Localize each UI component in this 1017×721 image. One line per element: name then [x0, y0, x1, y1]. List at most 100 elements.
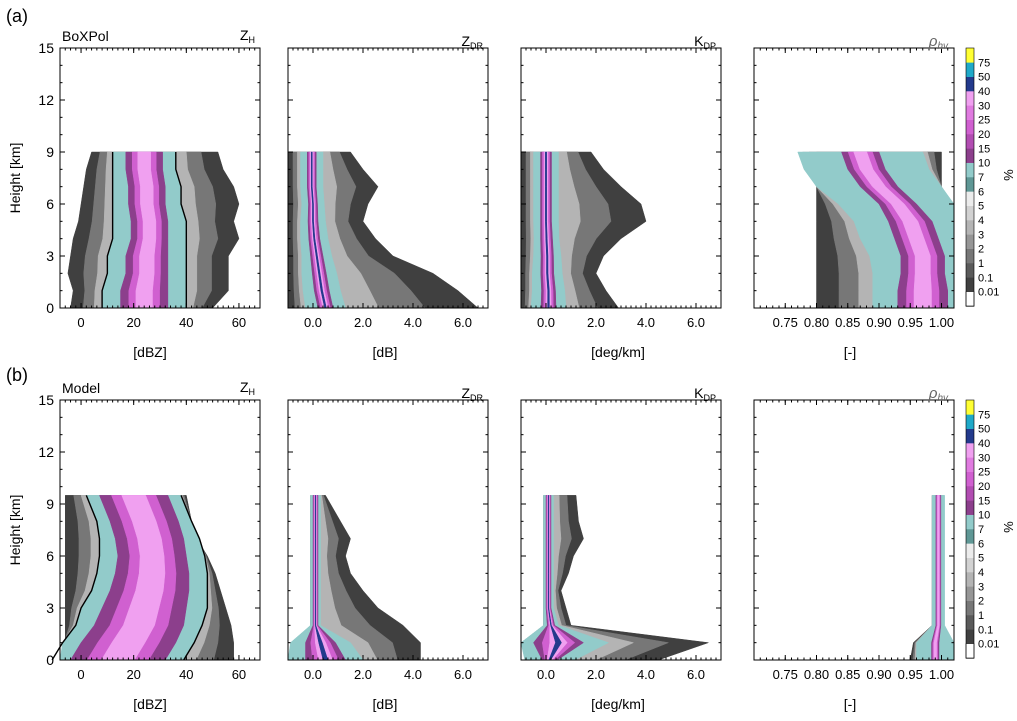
panel-a-0: 0 3 6 9 12 15 0 20 40 60 — [38, 40, 261, 330]
x-tick-label: 1.00 — [929, 667, 954, 682]
colorbar-label: 6 — [978, 186, 984, 198]
colorbar-swatch — [966, 119, 974, 135]
colorbar-label: 6 — [978, 538, 984, 550]
colorbar-swatch — [966, 500, 974, 515]
x-tick-label: 0.0 — [537, 667, 555, 682]
xlabel-a-kdp: [deg/km] — [591, 344, 645, 360]
colorbar-label: 10 — [978, 158, 990, 170]
x-tick-label: 2.0 — [587, 667, 605, 682]
x-tick-label: 0 — [77, 667, 84, 682]
panel-b-3: 0.75 0.80 0.85 0.90 0.95 1.00 — [753, 399, 955, 682]
colorbar-label: 20 — [978, 129, 990, 141]
colorbar-swatch — [966, 248, 974, 264]
x-tick-label: 0.0 — [537, 315, 555, 330]
colorbar-label: 1 — [978, 258, 984, 270]
row-a-source: BoXPol — [62, 28, 109, 44]
colorbar-label: 7 — [978, 172, 984, 184]
x-tick-label: 40 — [179, 315, 193, 330]
colorbar-swatch — [966, 514, 974, 530]
region-30pct — [853, 151, 932, 309]
colorbar-swatch — [966, 572, 974, 587]
x-tick-label: 0.90 — [866, 667, 891, 682]
title-a-kdp: KDP — [694, 33, 716, 51]
region-7pct — [287, 495, 364, 661]
x-tick-label: 0.0 — [304, 667, 322, 682]
colorbar-swatch — [965, 643, 975, 659]
panel-background — [754, 400, 954, 660]
x-tick-label: 60 — [232, 315, 246, 330]
title-a-zdr: ZDR — [461, 33, 483, 51]
colorbar-label: 1 — [978, 610, 984, 622]
colorbar-swatch — [966, 234, 974, 249]
y-tick-label: 3 — [46, 600, 54, 616]
y-tick-label: 12 — [38, 92, 54, 108]
colorbar-label: 20 — [978, 481, 990, 493]
region-20pct — [308, 151, 331, 309]
colorbar-swatch — [966, 600, 974, 616]
colorbar-swatch — [966, 277, 974, 292]
y-tick-label: 0 — [46, 652, 54, 668]
colorbar-swatch — [966, 162, 974, 178]
colorbar-label: 50 — [978, 424, 990, 436]
colorbar-swatch — [966, 105, 974, 120]
x-tick-label: 0.95 — [898, 315, 923, 330]
colorbar-label: 10 — [978, 510, 990, 522]
colorbar-swatch — [966, 48, 974, 63]
colorbar-label: 75 — [978, 57, 990, 69]
colorbar-swatch — [966, 148, 974, 163]
region-30pct — [100, 495, 166, 661]
colorbar-swatch — [966, 400, 974, 415]
title-a-rhohv: ρhv — [928, 33, 949, 52]
colorbar-frame — [965, 47, 975, 307]
colorbar-label: 25 — [978, 467, 990, 479]
region-30pct — [546, 495, 568, 661]
colorbar-label: 5 — [978, 553, 984, 565]
colorbar-a-unit: % — [1001, 169, 1016, 181]
x-tick-label: 0.80 — [804, 667, 829, 682]
y-tick-label: 12 — [38, 444, 54, 460]
y-tick-label: 6 — [46, 548, 54, 564]
colorbar-swatch — [966, 629, 974, 644]
x-tick-label: 0.85 — [835, 315, 860, 330]
colorbar-label: 7 — [978, 524, 984, 536]
y-tick-label: 15 — [38, 392, 54, 408]
region-7pct — [520, 495, 610, 661]
colorbar-swatch — [965, 291, 975, 307]
region-40pct — [314, 495, 329, 661]
y-tick-label: 0 — [46, 300, 54, 316]
colorbar-label: 75 — [978, 409, 990, 421]
xlabel-a-zdr: [dB] — [373, 344, 398, 360]
colorbar-swatch — [966, 615, 974, 630]
title-b-rhohv: ρhv — [928, 385, 949, 404]
x-tick-label: 40 — [179, 667, 193, 682]
x-tick-label: 20 — [126, 667, 140, 682]
colorbar-swatch — [966, 457, 974, 472]
colorbar-label: 0.1 — [978, 272, 993, 284]
xlabel-b-zh: [dBZ] — [133, 696, 166, 712]
colorbar-swatch — [966, 134, 974, 149]
colorbar-swatch — [966, 91, 974, 106]
y-tick-label: 9 — [46, 144, 54, 160]
x-tick-label: 4.0 — [637, 315, 655, 330]
x-tick-label: 0.75 — [773, 667, 798, 682]
row-a-ylabel: Height [km] — [7, 143, 23, 214]
contour-line-hi — [180, 495, 209, 661]
xlabel-b-kdp: [deg/km] — [591, 696, 645, 712]
x-tick-label: 0.75 — [773, 315, 798, 330]
row-b-label: (b) — [6, 365, 28, 385]
title-b-zdr: ZDR — [461, 385, 483, 403]
colorbar-label: 0.1 — [978, 624, 993, 636]
colorbar-label: 15 — [978, 495, 990, 507]
colorbar-label: 2 — [978, 244, 984, 256]
panel-b-2: 0.0 2.0 4.0 6.0 — [520, 399, 722, 682]
colorbar-swatch — [966, 557, 974, 573]
colorbar-swatch — [966, 486, 974, 501]
y-tick-label: 15 — [38, 40, 54, 56]
colorbar-swatch — [966, 586, 974, 601]
colorbar-label: 40 — [978, 86, 990, 98]
title-b-zh: ZH — [240, 379, 255, 397]
colorbar-label: 25 — [978, 115, 990, 127]
x-tick-label: 0.0 — [304, 315, 322, 330]
title-b-kdp: KDP — [694, 385, 716, 403]
xlabel-b-zdr: [dB] — [373, 696, 398, 712]
